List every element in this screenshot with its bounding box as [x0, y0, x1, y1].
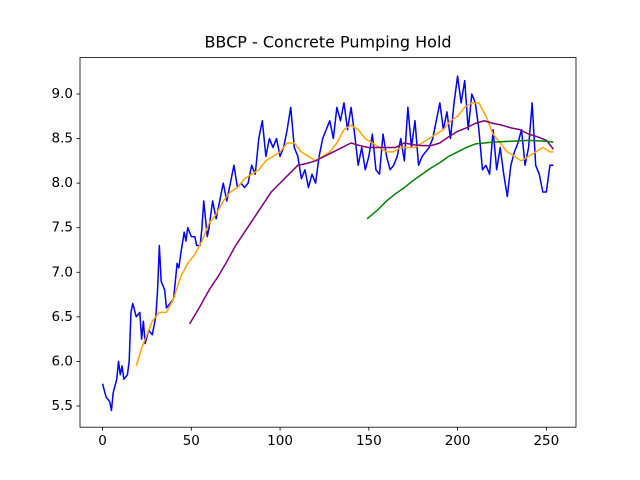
- series-line: [101, 75, 554, 412]
- x-tick-label: 100: [267, 433, 293, 449]
- y-tick-label: 7.0: [52, 264, 73, 280]
- series-line: [188, 119, 555, 325]
- y-tick-label: 9.0: [52, 86, 73, 102]
- plot-frame: [79, 57, 577, 428]
- series-line: [135, 102, 554, 367]
- x-tick-label: 150: [356, 433, 382, 449]
- y-tick-label: 5.5: [52, 398, 73, 414]
- y-tick-label: 8.0: [52, 175, 73, 191]
- y-tick-label: 8.5: [52, 131, 73, 147]
- y-tick-label: 6.0: [52, 353, 73, 369]
- chart-title: BBCP - Concrete Pumping Hold: [204, 33, 451, 52]
- series-line: [366, 139, 554, 220]
- y-tick-label: 7.5: [52, 220, 73, 236]
- y-tick-label: 6.5: [52, 309, 73, 325]
- x-tick-label: 0: [98, 433, 107, 449]
- x-tick-label: 250: [533, 433, 559, 449]
- x-tick-label: 200: [445, 433, 471, 449]
- x-tick-label: 50: [183, 433, 200, 449]
